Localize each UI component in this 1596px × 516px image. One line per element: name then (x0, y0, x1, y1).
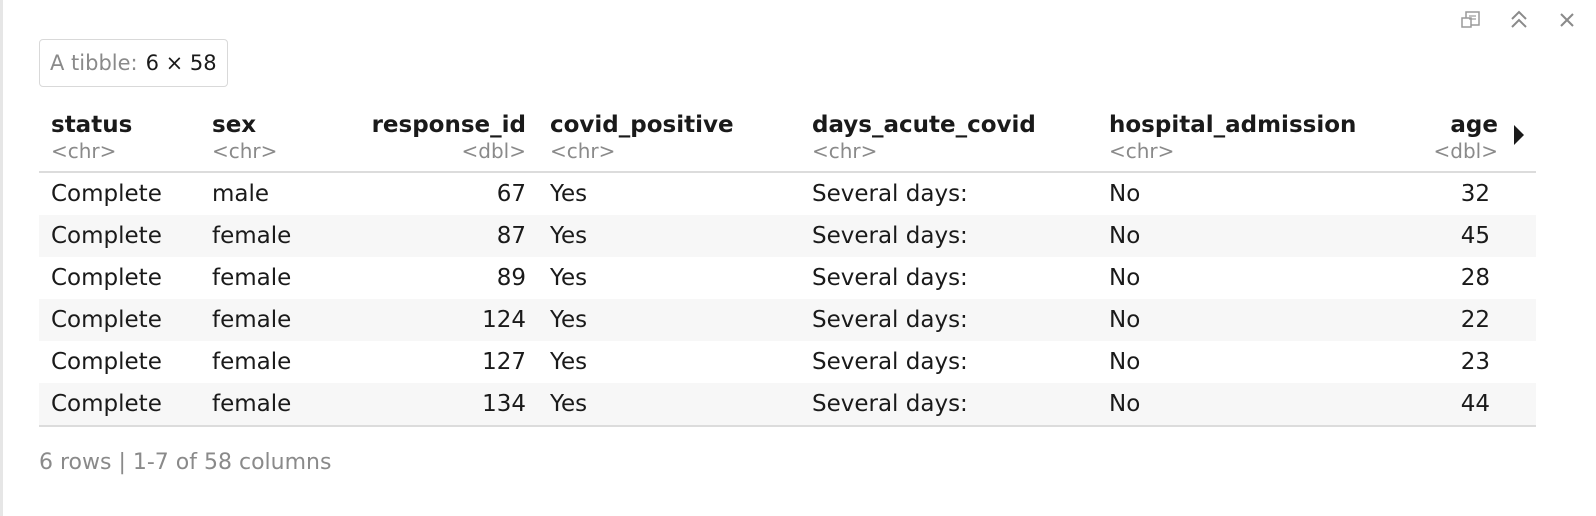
column-type: <chr> (212, 139, 278, 163)
table-cell: 23 (1460, 349, 1490, 375)
next-columns-arrow-icon[interactable] (1514, 125, 1524, 145)
table-cell: Several days: (800, 215, 1097, 257)
table-cell: 67 (496, 181, 526, 207)
column-name: sex (212, 112, 257, 138)
table-cell: Yes (538, 383, 800, 427)
column-name: status (51, 112, 133, 138)
table-cell: female (200, 215, 358, 257)
tibble-label: A tibble: (50, 51, 138, 75)
table-cell: Complete (39, 383, 200, 427)
table-row: Complete female 134 Yes Several days: No… (39, 383, 1536, 427)
collapse-icon (1511, 10, 1527, 28)
table-cell: 124 (358, 299, 538, 341)
table-row: Complete female 124 Yes Several days: No… (39, 299, 1536, 341)
table-cell: Complete (39, 215, 200, 257)
table-cell: No (1097, 299, 1387, 341)
table-cell: Several days: (812, 265, 968, 291)
table-cell: 87 (358, 215, 538, 257)
table-cell: Several days: (800, 383, 1097, 427)
export-output-button[interactable] (1460, 8, 1482, 32)
column-type: <chr> (550, 139, 616, 163)
table-cell: No (1109, 265, 1141, 291)
column-header[interactable]: hospital_admission <chr> (1097, 108, 1387, 173)
table-cell: Complete (51, 181, 162, 207)
column-type: <chr> (1109, 139, 1175, 163)
tibble-dimensions: 6 × 58 (145, 51, 217, 75)
column-name: response_id (371, 112, 526, 138)
table-cell: 32 (1460, 181, 1490, 207)
column-name: days_acute_covid (812, 112, 1036, 138)
table-cell: 44 (1387, 383, 1536, 427)
table-cell: Yes (538, 215, 800, 257)
table-cell: male (212, 181, 270, 207)
column-header[interactable]: response_id <dbl> (358, 108, 538, 173)
table-cell: 134 (358, 383, 538, 427)
table-cell: No (1109, 181, 1141, 207)
export-icon (1461, 11, 1480, 28)
table-cell: Complete (51, 349, 162, 375)
table-row: Complete female 127 Yes Several days: No… (39, 341, 1536, 383)
table-header-row: status <chr> sex <chr> response_id <dbl> co… (39, 108, 1536, 173)
table-cell: Yes (550, 265, 588, 291)
table-cell: No (1109, 349, 1141, 375)
column-header[interactable]: covid_positive <chr> (538, 108, 800, 173)
column-header[interactable]: sex <chr> (200, 108, 358, 173)
table-cell: Complete (51, 265, 162, 291)
data-table: status <chr> sex <chr> response_id <dbl> co… (39, 108, 1536, 427)
table-cell: 28 (1460, 265, 1490, 291)
table-cell: No (1097, 383, 1387, 427)
column-type: <chr> (51, 139, 117, 163)
column-type: <dbl> (1433, 139, 1498, 163)
column-header[interactable]: status <chr> (39, 108, 200, 173)
table-cell: female (200, 299, 358, 341)
table-row: Complete female 89 Yes Several days: No … (39, 257, 1536, 299)
table-row: Complete male 67 Yes Several days: No 32 (39, 172, 1536, 215)
chunk-output-toolbar (1460, 8, 1578, 32)
column-name: covid_positive (550, 112, 734, 138)
table-cell: 127 (482, 349, 526, 375)
column-header[interactable]: age <dbl> (1387, 108, 1536, 173)
table-cell: Several days: (812, 181, 968, 207)
table-cell: female (212, 349, 292, 375)
close-icon (1560, 13, 1574, 27)
column-name: hospital_admission (1109, 112, 1357, 138)
table-cell: Several days: (800, 299, 1097, 341)
table-cell: Yes (550, 181, 588, 207)
table-cell: Several days: (812, 349, 968, 375)
table-row: Complete female 87 Yes Several days: No … (39, 215, 1536, 257)
table-cell: female (200, 383, 358, 427)
tibble-dimension-badge: A tibble: 6 × 58 (39, 39, 228, 87)
column-type: <chr> (812, 139, 878, 163)
collapse-output-button[interactable] (1508, 8, 1530, 32)
table-cell: female (212, 265, 292, 291)
table-cell: 45 (1387, 215, 1536, 257)
table-cell: Complete (39, 299, 200, 341)
column-type: <dbl> (461, 139, 526, 163)
table-cell: Yes (538, 299, 800, 341)
column-header[interactable]: days_acute_covid <chr> (800, 108, 1097, 173)
table-summary: 6 rows | 1-7 of 58 columns (39, 450, 332, 475)
table-cell: Yes (550, 349, 588, 375)
table-cell: No (1097, 215, 1387, 257)
table-cell: 22 (1387, 299, 1536, 341)
table-cell: 89 (496, 265, 526, 291)
column-name: age (1450, 112, 1498, 138)
chunk-output-border (0, 0, 3, 516)
close-output-button[interactable] (1556, 8, 1578, 32)
